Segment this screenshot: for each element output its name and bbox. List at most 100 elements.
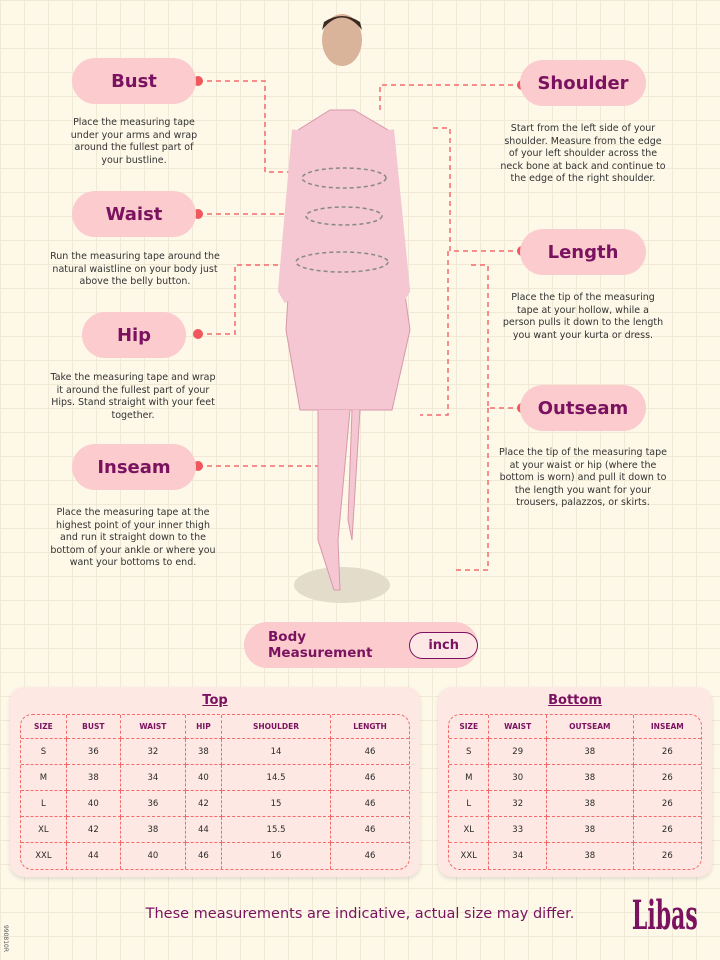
table-cell: L — [449, 791, 490, 817]
table-row: XL 42 38 44 15.5 46 — [21, 817, 409, 843]
waist-label: Waist — [72, 191, 196, 237]
table-row: S 29 38 26 — [449, 739, 701, 765]
inseam-dot — [193, 461, 203, 471]
table-cell: 44 — [185, 817, 222, 843]
table-cell: 40 — [185, 765, 222, 791]
table-cell: 38 — [547, 843, 634, 869]
disclaimer: These measurements are indicative, actua… — [145, 906, 575, 922]
table-cell: 26 — [633, 817, 701, 843]
column-header: WAIST — [120, 715, 186, 739]
table-cell: 44 — [67, 843, 121, 869]
product-code: 990810R — [2, 924, 10, 953]
table-cell: 14 — [221, 739, 332, 765]
hip-label: Hip — [82, 312, 186, 358]
waist-instructions: Run the measuring tape around the natura… — [50, 251, 220, 287]
length-instructions: Place the tip of the measuring tape at y… — [502, 292, 664, 341]
bust-label: Bust — [72, 58, 196, 104]
column-header: WAIST — [489, 715, 547, 739]
table-cell: 15 — [221, 791, 332, 817]
table-cell: 26 — [633, 791, 701, 817]
table-cell: S — [449, 739, 490, 765]
table-cell: 46 — [331, 739, 409, 765]
body-measurement-bar: Body Measurement inch — [244, 622, 478, 668]
column-header: SIZE — [21, 715, 67, 739]
table-row: XXL 34 38 26 — [449, 843, 701, 869]
table-row: L 40 36 42 15 46 — [21, 791, 409, 817]
table-cell: 30 — [489, 765, 547, 791]
column-header: SIZE — [449, 715, 490, 739]
table-cell: XXL — [449, 843, 490, 869]
table-cell: 36 — [66, 739, 121, 765]
table-cell: 40 — [66, 791, 121, 817]
table-cell: 38 — [546, 739, 634, 765]
table-cell: 29 — [489, 739, 547, 765]
table-cell: XL — [21, 817, 67, 843]
table-cell: 40 — [121, 843, 186, 869]
inseam-instructions: Place the measuring tape at the highest … — [50, 507, 216, 568]
column-header: SHOULDER — [221, 715, 332, 739]
table-cell: 15.5 — [221, 817, 332, 843]
table-cell: XXL — [21, 843, 67, 869]
table-cell: 42 — [185, 791, 222, 817]
table-row: L 32 38 26 — [449, 791, 701, 817]
table-cell: 32 — [120, 739, 186, 765]
table-cell: 42 — [66, 817, 121, 843]
outseam-label: Outseam — [520, 385, 646, 431]
top-title: Top — [202, 693, 228, 708]
inseam-label: Inseam — [72, 444, 196, 490]
length-label: Length — [520, 229, 646, 275]
body-measurement-label: Body Measurement — [268, 629, 373, 661]
table-cell: 38 — [546, 817, 634, 843]
table-cell: 38 — [546, 791, 634, 817]
table-cell: 16 — [222, 843, 332, 869]
column-header: LENGTH — [331, 715, 409, 739]
table-cell: M — [449, 765, 490, 791]
table-header: SIZE WAIST OUTSEAM INSEAM — [449, 715, 701, 739]
figure-illustration — [198, 14, 522, 603]
bottom-size-card: Bottom SIZE WAIST OUTSEAM INSEAM S 29 38 26 M 30 3… — [438, 687, 712, 877]
bust-dot — [193, 76, 203, 86]
table-cell: 26 — [661, 851, 673, 861]
table-cell: 38 — [120, 817, 186, 843]
table-cell: 46 — [331, 765, 409, 791]
table-row: M 38 34 40 14.5 46 — [21, 765, 409, 791]
table-cell: XL — [449, 817, 490, 843]
column-header: HIP — [185, 715, 222, 739]
table-cell: L — [21, 791, 67, 817]
table-cell: 46 — [364, 851, 376, 861]
table-row: S 36 32 38 14 46 — [21, 739, 409, 765]
bottom-size-table: SIZE WAIST OUTSEAM INSEAM S 29 38 26 M 30 38 26 L 32 3… — [448, 714, 702, 870]
shoulder-label: Shoulder — [520, 60, 646, 106]
top-size-table: SIZE BUST WAIST HIP SHOULDER LENGTH S 36 32 38 14 4… — [20, 714, 410, 870]
hip-instructions: Take the measuring tape and wrap it arou… — [50, 372, 216, 421]
table-cell: 38 — [185, 739, 222, 765]
column-header: INSEAM — [633, 715, 701, 739]
table-cell: 26 — [633, 765, 701, 791]
table-row: M 30 38 26 — [449, 765, 701, 791]
column-header: OUTSEAM — [546, 715, 634, 739]
bust-instructions: Place the measuring tape under your arms… — [70, 117, 198, 166]
brand-logo: Libas — [632, 892, 698, 939]
table-cell: 32 — [489, 791, 547, 817]
waist-dot — [193, 209, 203, 219]
table-cell: 46 — [186, 843, 222, 869]
table-cell: 14.5 — [221, 765, 332, 791]
table-row: XXL 44 40 46 16 46 — [21, 843, 409, 869]
table-cell: 26 — [633, 739, 701, 765]
table-cell: 46 — [331, 817, 409, 843]
outseam-instructions: Place the tip of the measuring tape at y… — [498, 447, 668, 508]
table-cell: 33 — [489, 817, 547, 843]
table-cell: 34 — [489, 843, 547, 869]
table-header: SIZE BUST WAIST HIP SHOULDER LENGTH — [21, 715, 409, 739]
shoulder-instructions: Start from the left side of your shoulde… — [500, 123, 666, 184]
table-cell: 38 — [66, 765, 121, 791]
unit-toggle[interactable]: inch — [409, 631, 478, 659]
table-cell: 36 — [120, 791, 186, 817]
table-cell: S — [21, 739, 67, 765]
table-cell: 46 — [331, 791, 409, 817]
column-header: BUST — [66, 715, 121, 739]
table-cell: 34 — [120, 765, 186, 791]
bottom-title: Bottom — [548, 693, 602, 708]
table-cell: M — [21, 765, 67, 791]
top-size-card: Top SIZE BUST WAIST HIP SHOULDER LENGTH S 36 32 3… — [10, 687, 420, 877]
